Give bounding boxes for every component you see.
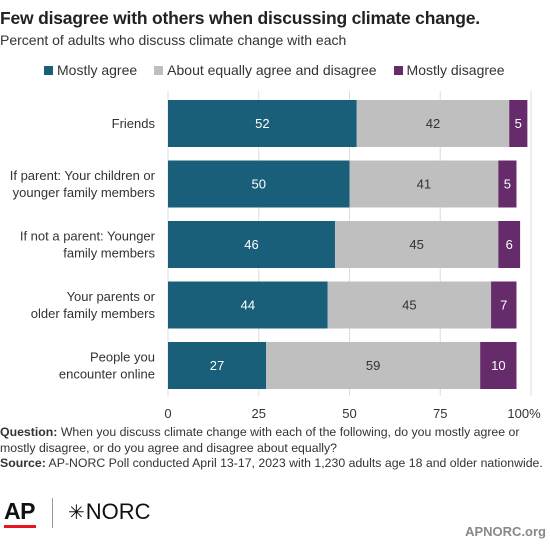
legend-item-mostly-disagree: Mostly disagree (393, 62, 505, 78)
bar-segment (509, 100, 528, 147)
data-label: 45 (409, 237, 423, 252)
bar-segment (327, 281, 492, 329)
category-label-line: If parent: Your children or (10, 168, 156, 183)
x-tick-label: 75 (433, 406, 447, 421)
bar-segment (498, 221, 521, 268)
norc-star-icon: ✳ (68, 502, 85, 524)
category-label: Your parents or older family members (31, 289, 156, 321)
stacked-bar-chart: 0 25 50 75 100%Friends 52 42 5If parent: Your c… (10, 91, 541, 421)
chart-subtitle: Percent of adults who discuss climate ch… (0, 32, 347, 48)
category-label: Friends (112, 116, 156, 131)
norc-logo: ✳NORC (68, 499, 151, 525)
legend: Mostly agree About equally agree and dis… (44, 61, 505, 79)
category-label: If parent: Your children or younger famil… (10, 168, 156, 200)
bar-segment (334, 221, 499, 268)
data-label: 46 (244, 237, 258, 252)
bar-segment (266, 342, 481, 389)
question-text: When you discuss climate change with eac… (0, 425, 520, 455)
data-label: 7 (500, 298, 507, 313)
data-label: 44 (241, 298, 255, 313)
logo-divider (52, 498, 53, 528)
category-label-line: People you (90, 350, 155, 365)
data-label: 42 (426, 116, 440, 131)
bar-segment (498, 160, 517, 208)
category-label-line: If not a parent: Younger (20, 229, 156, 244)
data-label: 5 (515, 116, 522, 131)
bar-segment (356, 100, 510, 147)
bar-segment (168, 281, 328, 329)
legend-swatch-equally (154, 65, 164, 75)
legend-swatch-mostly-agree (44, 65, 53, 75)
category-label-line: younger family members (13, 185, 156, 200)
bar-segment (491, 281, 517, 329)
bar-segment (480, 342, 517, 389)
bar-segment (168, 160, 350, 208)
category-label-line: family members (63, 246, 155, 261)
x-tick-label: 100% (507, 406, 541, 421)
x-tick-label: 0 (164, 406, 171, 421)
data-label: 50 (252, 177, 266, 192)
site-url: APNORC.org (465, 524, 546, 539)
bar-segment (168, 221, 335, 268)
data-label: 10 (491, 358, 505, 373)
source-note: Source: AP-NORC Poll conducted April 13-… (0, 456, 548, 472)
category-label: People you encounter online (59, 350, 155, 382)
question-note: Question: When you discuss climate chang… (0, 425, 548, 456)
ap-logo-underline (4, 525, 36, 528)
category-label-line: encounter online (59, 367, 155, 382)
data-label: 6 (506, 237, 513, 252)
legend-swatch-mostly-disagree (393, 65, 403, 75)
category-label-line: older family members (31, 306, 156, 321)
data-label: 27 (210, 358, 224, 373)
source-text: AP-NORC Poll conducted April 13-17, 2023… (48, 456, 543, 470)
data-label: 59 (366, 358, 380, 373)
data-label: 52 (255, 116, 269, 131)
category-label: If not a parent: Younger family members (20, 229, 156, 261)
legend-item-mostly-agree: Mostly agree (44, 62, 137, 78)
category-label-line: Friends (112, 116, 156, 131)
bar-segment (349, 160, 499, 208)
legend-item-equally: About equally agree and disagree (154, 62, 377, 78)
bar-segment (168, 100, 357, 147)
x-tick-label: 25 (252, 406, 266, 421)
chart-footer: Question: When you discuss climate chang… (0, 425, 548, 472)
data-label: 41 (417, 177, 431, 192)
legend-label-mostly-disagree: Mostly disagree (406, 62, 505, 78)
data-label: 5 (504, 177, 511, 192)
legend-label-equally: About equally agree and disagree (167, 62, 377, 78)
ap-logo: AP (4, 498, 35, 524)
chart-title: Few disagree with others when discussing… (0, 8, 480, 28)
question-label: Question: (0, 425, 58, 439)
data-label: 45 (402, 298, 416, 313)
category-label-line: Your parents or (67, 289, 156, 304)
source-label: Source: (0, 456, 46, 470)
x-tick-label: 50 (342, 406, 356, 421)
bar-segment (168, 342, 267, 389)
legend-label-mostly-agree: Mostly agree (57, 62, 138, 78)
norc-logo-text: NORC (85, 499, 151, 524)
